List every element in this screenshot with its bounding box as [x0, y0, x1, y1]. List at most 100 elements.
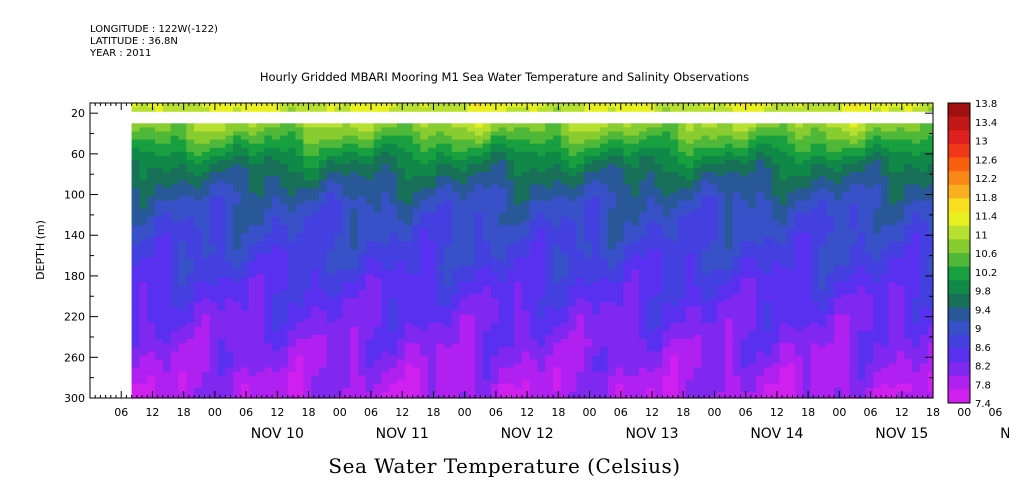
- heatmap-cell: [287, 391, 297, 397]
- heatmap-cell: [662, 282, 671, 287]
- heatmap-cell: [162, 310, 172, 316]
- heatmap-cell: [615, 269, 624, 275]
- heatmap-cell: [600, 196, 609, 202]
- heatmap-cell: [350, 172, 359, 177]
- heatmap-cell: [342, 387, 351, 393]
- heatmap-cell: [178, 155, 187, 161]
- heatmap-cell: [240, 310, 250, 316]
- heatmap-cell: [194, 188, 203, 194]
- heatmap-cell: [350, 298, 359, 303]
- heatmap-cell: [436, 261, 445, 267]
- heatmap-cell: [194, 371, 203, 377]
- heatmap-cell: [256, 282, 265, 287]
- heatmap-cell: [639, 123, 648, 128]
- heatmap-cell: [678, 371, 687, 377]
- heatmap-cell: [521, 298, 531, 303]
- heatmap-cell: [646, 290, 656, 295]
- heatmap-cell: [631, 290, 640, 295]
- heatmap-cell: [162, 339, 172, 344]
- heatmap-cell: [186, 379, 195, 385]
- heatmap-cell: [303, 363, 312, 369]
- heatmap-cell: [342, 127, 351, 133]
- heatmap-cell: [162, 107, 172, 112]
- heatmap-cell: [334, 241, 343, 246]
- heatmap-cell: [592, 184, 601, 190]
- heatmap-cell: [256, 204, 265, 210]
- heatmap-cell: [131, 355, 140, 360]
- heatmap-cell: [256, 229, 265, 234]
- heatmap-cell: [178, 278, 187, 283]
- heatmap-cell: [342, 147, 351, 153]
- heatmap-cell: [272, 359, 281, 364]
- heatmap-cell: [217, 265, 226, 271]
- heatmap-cell: [592, 180, 601, 185]
- heatmap-cell: [381, 355, 390, 360]
- heatmap-cell: [381, 204, 390, 210]
- heatmap-cell: [490, 131, 500, 137]
- heatmap-cell: [334, 363, 343, 369]
- heatmap-cell: [326, 314, 336, 320]
- heatmap-cell: [529, 310, 539, 316]
- heatmap-cell: [170, 249, 180, 255]
- heatmap-cell: [631, 359, 640, 364]
- heatmap-cell: [186, 245, 195, 251]
- heatmap-cell: [607, 249, 617, 255]
- heatmap-cell: [170, 269, 180, 275]
- heatmap-cell: [498, 221, 507, 226]
- heatmap-cell: [162, 164, 172, 169]
- heatmap-cell: [201, 164, 211, 169]
- heatmap-cell: [162, 131, 172, 137]
- heatmap-cell: [545, 196, 554, 202]
- heatmap-cell: [162, 216, 172, 222]
- heatmap-cell: [248, 225, 258, 230]
- heatmap-cell: [545, 363, 554, 369]
- heatmap-cell: [147, 225, 156, 230]
- heatmap-cell: [155, 123, 164, 128]
- heatmap-cell: [646, 334, 656, 340]
- heatmap-cell: [600, 123, 609, 128]
- heatmap-cell: [365, 343, 375, 348]
- heatmap-cell: [631, 257, 640, 263]
- heatmap-cell: [311, 127, 320, 133]
- heatmap-cell: [264, 253, 273, 259]
- heatmap-cell: [592, 139, 601, 145]
- heatmap-cell: [662, 302, 671, 308]
- heatmap-cell: [459, 269, 468, 275]
- heatmap-cell: [428, 172, 437, 177]
- heatmap-cell: [240, 229, 250, 234]
- heatmap-cell: [623, 164, 632, 169]
- heatmap-cell: [623, 147, 632, 153]
- heatmap-cell: [537, 107, 546, 112]
- heatmap-cell: [506, 334, 515, 340]
- heatmap-cell: [560, 221, 570, 226]
- heatmap-cell: [545, 379, 554, 385]
- heatmap-cell: [514, 391, 523, 397]
- heatmap-cell: [521, 269, 531, 275]
- heatmap-cell: [256, 216, 265, 222]
- heatmap-cell: [217, 139, 226, 145]
- heatmap-cell: [475, 188, 484, 194]
- heatmap-cell: [443, 151, 453, 157]
- heatmap-cell: [451, 273, 461, 279]
- heatmap-cell: [155, 249, 164, 255]
- heatmap-cell: [319, 147, 328, 153]
- heatmap-cell: [568, 375, 578, 381]
- heatmap-cell: [646, 160, 656, 165]
- heatmap-cell: [186, 326, 195, 332]
- heatmap-cell: [358, 135, 367, 141]
- heatmap-cell: [240, 192, 250, 198]
- heatmap-cell: [358, 172, 367, 177]
- heatmap-cell: [334, 396, 343, 399]
- heatmap-cell: [178, 318, 187, 324]
- heatmap-cell: [248, 261, 258, 267]
- heatmap-cell: [475, 233, 484, 238]
- heatmap-cell: [639, 363, 648, 369]
- heatmap-cell: [670, 131, 679, 137]
- heatmap-cell: [397, 253, 406, 259]
- heatmap-cell: [178, 221, 187, 226]
- heatmap-cell: [654, 131, 663, 137]
- heatmap-cell: [139, 330, 148, 336]
- heatmap-cell: [436, 314, 445, 320]
- heatmap-cell: [131, 107, 140, 112]
- heatmap-cell: [521, 318, 531, 324]
